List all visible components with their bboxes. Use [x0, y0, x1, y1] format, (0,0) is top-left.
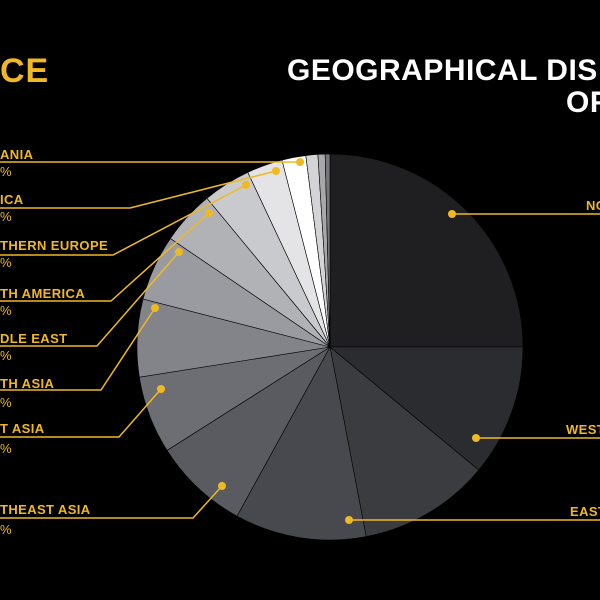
slice-label-th-america-7: TH AMERICA: [0, 286, 85, 301]
callout-dot-dle-east-6: [175, 248, 183, 256]
slice-label-dle-east-6: DLE EAST: [0, 331, 67, 346]
callout-line-theast-asia-3: [0, 485, 223, 519]
callout-dot-t-asia-4: [157, 385, 165, 393]
slice-label-t-asia-4: T ASIA: [0, 421, 45, 436]
callout-dot-ania-10: [296, 158, 304, 166]
slice-value-th-asia-5: %: [0, 395, 12, 410]
slice-value-dle-east-6: %: [0, 348, 12, 363]
slice-value-theast-asia-3: %: [0, 522, 12, 537]
callout-line-t-asia-4: [0, 388, 162, 438]
slice-label-ania-10: ANIA: [0, 147, 34, 162]
slice-label-th-asia-5: TH ASIA: [0, 376, 55, 391]
pie-slices: [136, 153, 524, 541]
source-heading: CE: [0, 52, 50, 90]
slice-label-west-1: WEST: [566, 422, 600, 437]
callout-line-th-asia-5: [0, 307, 156, 391]
callout-line-ica-9: [0, 170, 277, 209]
slice-value-th-america-7: %: [0, 303, 12, 318]
callout-dot-th-asia-5: [151, 304, 159, 312]
callout-line-thern-europe-8: [0, 184, 247, 256]
slice-label-east-2: EAST: [570, 504, 600, 519]
slice-label-thern-europe-8: THERN EUROPE: [0, 238, 108, 253]
chart-title-line-1: GEOGRAPHICAL DIS: [287, 54, 598, 87]
slice-label-no-0: NO: [586, 198, 600, 213]
callout-line-th-america-7: [0, 212, 210, 302]
slice-value-thern-europe-8: %: [0, 255, 12, 270]
slice-value-ania-10: %: [0, 164, 12, 179]
slice-value-t-asia-4: %: [0, 441, 12, 456]
slice-value-ica-9: %: [0, 209, 12, 224]
pie-callouts: NO WEST EAST THEAST ASIA% T ASIA% TH ASIA% DLE…: [0, 147, 600, 537]
callout-dot-east-2: [345, 516, 353, 524]
pie-slice-theast-asia-3: [236, 346, 367, 541]
callout-line-dle-east-6: [0, 251, 180, 347]
callout-dot-ica-9: [272, 167, 280, 175]
slice-label-ica-9: ICA: [0, 192, 24, 207]
pie-slice-east-2: [329, 346, 480, 537]
callout-dot-thern-europe-8: [242, 181, 250, 189]
slice-label-theast-asia-3: THEAST ASIA: [0, 502, 91, 517]
chart-title-line-2: OF: [566, 86, 600, 119]
callout-dot-theast-asia-3: [218, 482, 226, 490]
callout-dot-no-0: [448, 210, 456, 218]
pie-slice-no-0: [329, 153, 524, 348]
callout-dot-th-america-7: [205, 209, 213, 217]
callout-dot-west-1: [472, 434, 480, 442]
pie-slice-t-asia-4: [166, 346, 331, 517]
pie-slice-unlabeled-14: [324, 153, 331, 348]
